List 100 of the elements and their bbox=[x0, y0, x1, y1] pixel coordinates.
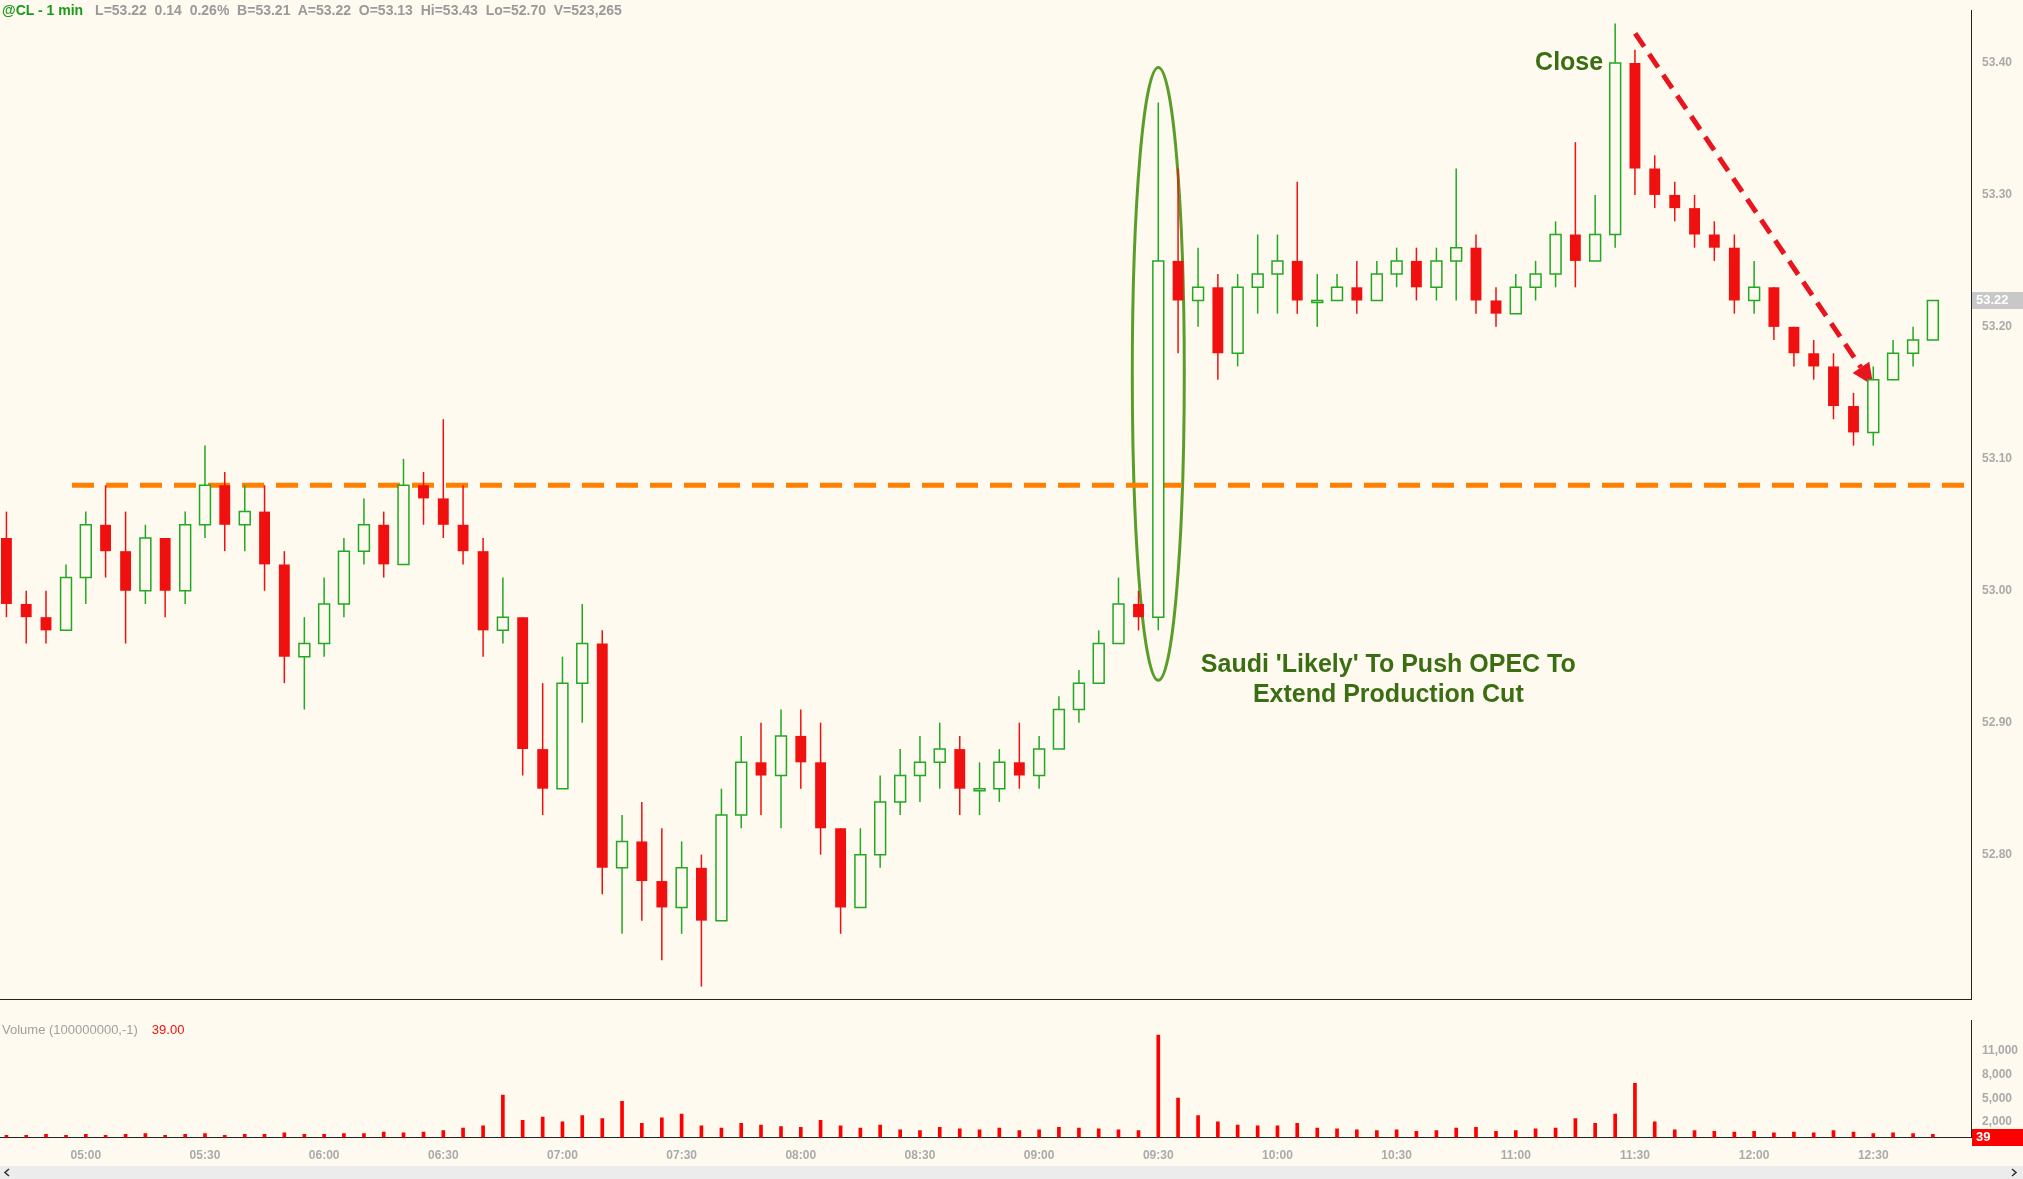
candlestick bbox=[418, 471, 429, 526]
bar bbox=[1335, 1128, 1339, 1138]
bar bbox=[1593, 1123, 1597, 1138]
x-tick-label: 08:30 bbox=[904, 1148, 936, 1163]
bar bbox=[44, 1134, 48, 1138]
annotation: Close bbox=[1535, 47, 1604, 76]
bar bbox=[878, 1124, 882, 1138]
x-tick-label: 07:30 bbox=[666, 1148, 698, 1163]
bar bbox=[1911, 1133, 1915, 1138]
candlestick bbox=[755, 721, 767, 816]
x-tick-label: 12:00 bbox=[1738, 1148, 1770, 1163]
bar bbox=[1255, 1125, 1260, 1138]
x-tick-label: 11:00 bbox=[1500, 1148, 1532, 1163]
bar bbox=[461, 1127, 465, 1138]
annotation: Saudi 'Likely' To Push OPEC To Extend Production Cut bbox=[1200, 649, 1576, 708]
candlestick bbox=[40, 590, 52, 645]
bar bbox=[1037, 1129, 1041, 1138]
bar bbox=[1156, 1034, 1161, 1138]
bar bbox=[1216, 1121, 1220, 1138]
y-tick-label: 52.80 bbox=[1982, 846, 2013, 861]
bar bbox=[1077, 1127, 1081, 1138]
bar bbox=[362, 1133, 366, 1138]
bar bbox=[660, 1117, 664, 1138]
bar bbox=[342, 1133, 346, 1138]
bar bbox=[83, 1134, 88, 1138]
y-tick-label: 8,000 bbox=[1982, 1066, 2013, 1081]
bar bbox=[1494, 1130, 1498, 1138]
candlestick bbox=[20, 590, 32, 645]
x-tick-label: 10:00 bbox=[1262, 1148, 1294, 1163]
bar bbox=[779, 1126, 783, 1138]
x-tick-label: 06:00 bbox=[308, 1148, 340, 1163]
bar bbox=[1672, 1129, 1677, 1138]
bar bbox=[957, 1128, 962, 1138]
y-tick-label: 53.20 bbox=[1982, 319, 2013, 334]
bar bbox=[322, 1134, 326, 1138]
x-tick-label: 11:30 bbox=[1619, 1148, 1651, 1163]
candlestick bbox=[1351, 260, 1363, 315]
bar bbox=[798, 1127, 803, 1138]
bar bbox=[441, 1130, 446, 1138]
bar bbox=[620, 1101, 624, 1138]
y-tick-label: 11,000 bbox=[1982, 1043, 2019, 1058]
bar bbox=[1931, 1134, 1935, 1138]
bar bbox=[183, 1134, 188, 1138]
candlestick bbox=[1669, 180, 1681, 223]
bar bbox=[481, 1125, 485, 1138]
y-tick-label: 53.30 bbox=[1982, 187, 2013, 202]
bar bbox=[1752, 1130, 1756, 1138]
annotation: 39.00 bbox=[151, 1022, 185, 1038]
candlestick bbox=[1133, 590, 1144, 632]
text: 39 bbox=[1976, 1129, 1991, 1145]
bar bbox=[898, 1129, 903, 1138]
bar bbox=[1513, 1130, 1518, 1138]
annotation: Volume (100000000,-1) bbox=[2, 1022, 138, 1038]
candlestick bbox=[1708, 220, 1720, 262]
bar bbox=[918, 1130, 922, 1138]
bar bbox=[1354, 1129, 1359, 1138]
x-tick-label: 09:30 bbox=[1142, 1148, 1174, 1163]
x-tick-label: 05:00 bbox=[70, 1148, 102, 1163]
candlestick bbox=[1808, 339, 1820, 381]
bar bbox=[1613, 1113, 1617, 1138]
x-tick-label: 09:00 bbox=[1023, 1148, 1055, 1163]
bar bbox=[580, 1115, 585, 1138]
x-tick-label: 08:00 bbox=[785, 1148, 817, 1163]
bar bbox=[739, 1123, 744, 1138]
bar bbox=[203, 1133, 207, 1138]
bar bbox=[1454, 1127, 1459, 1138]
bar bbox=[1792, 1131, 1796, 1138]
x-tick-label: 12:30 bbox=[1857, 1148, 1889, 1163]
y-tick-label: 53.40 bbox=[1982, 55, 2013, 70]
bar bbox=[1712, 1130, 1717, 1138]
bar bbox=[1315, 1127, 1320, 1138]
bar bbox=[759, 1124, 763, 1138]
bar bbox=[540, 1116, 545, 1138]
y-tick-label: 2,000 bbox=[1982, 1114, 2013, 1129]
bar bbox=[640, 1123, 644, 1138]
x-tick-label: 06:30 bbox=[427, 1148, 459, 1163]
bar bbox=[1474, 1127, 1478, 1138]
bar bbox=[1375, 1130, 1379, 1138]
bar bbox=[1652, 1121, 1657, 1138]
x-tick-label: 07:00 bbox=[547, 1148, 579, 1163]
bar bbox=[1295, 1123, 1300, 1138]
candlestick bbox=[1013, 721, 1025, 790]
x-tick-label: 05:30 bbox=[189, 1148, 221, 1163]
y-tick-label: 53.00 bbox=[1982, 583, 2013, 598]
bar bbox=[1057, 1127, 1061, 1138]
bar bbox=[600, 1118, 605, 1138]
bar bbox=[1871, 1133, 1876, 1138]
bar bbox=[242, 1134, 247, 1138]
bar bbox=[1096, 1128, 1101, 1138]
bar bbox=[1196, 1115, 1200, 1138]
y-tick-label: 5,000 bbox=[1982, 1090, 2013, 1105]
x-tick-label: 10:30 bbox=[1381, 1148, 1413, 1163]
y-tick-label: 52.90 bbox=[1982, 715, 2013, 730]
candlestick bbox=[1490, 286, 1502, 328]
chart-title: @CL - 1 min bbox=[2, 2, 84, 18]
chart-subtitle: L=53.22 0.14 0.26% B=53.21 A=53.22 O=53.13 Hi=53.43 Lo=52.70 V=523,265 bbox=[95, 2, 622, 18]
bar bbox=[1176, 1097, 1180, 1138]
bar bbox=[381, 1131, 386, 1138]
bar bbox=[501, 1094, 505, 1138]
bar bbox=[997, 1127, 1002, 1138]
